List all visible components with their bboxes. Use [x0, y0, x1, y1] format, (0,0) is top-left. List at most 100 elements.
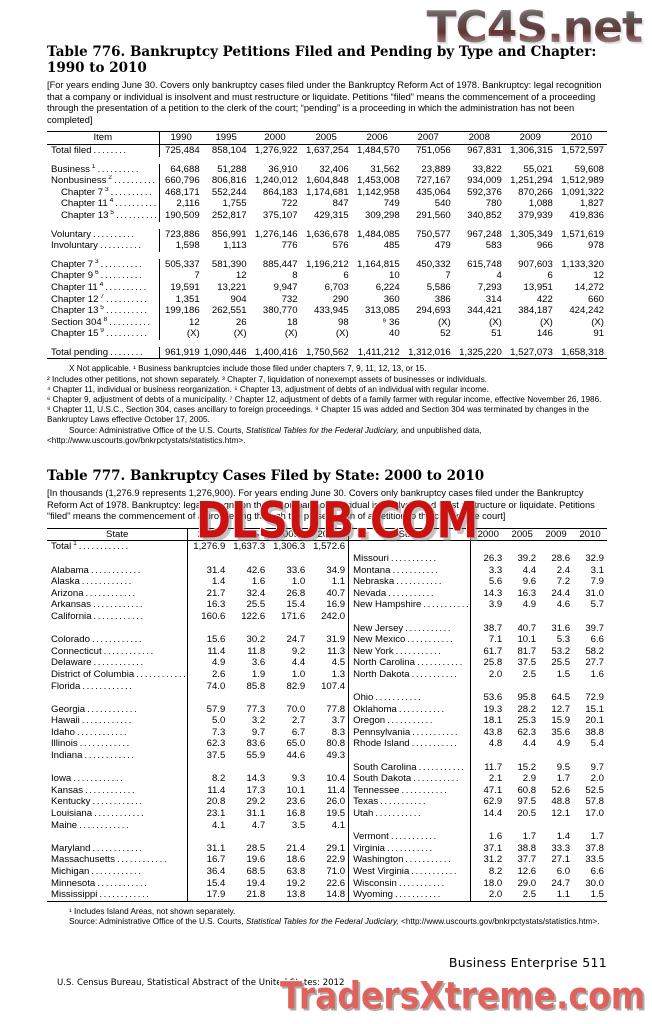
empty-cell	[348, 819, 471, 832]
dot-leader: ............	[81, 576, 133, 588]
row-label: Total filed........	[47, 144, 159, 156]
dot-leader: ............	[79, 738, 131, 750]
empty-cell	[308, 762, 348, 774]
table-777-footnotes: ¹ Includes Island Areas, not shown separ…	[47, 907, 607, 927]
table-777-block: Table 777. Bankruptcy Cases Filed by Sta…	[47, 468, 607, 927]
row-label: Chapter 7 3..........	[47, 259, 159, 271]
cell-value: 16.8	[286, 808, 306, 820]
cell-value: 309,298	[365, 209, 400, 221]
cell-value: 43.8	[470, 726, 506, 739]
row-label: Louisiana............	[47, 808, 188, 820]
cell-value: 31.1	[187, 842, 229, 855]
empty-cell	[268, 762, 308, 774]
row-label: New York...........	[348, 645, 471, 658]
table-bottom-rule	[47, 358, 607, 361]
cell-value: 978	[587, 240, 604, 252]
row-label: Involuntary..........	[47, 240, 159, 252]
row-label: Mississippi............	[47, 889, 188, 901]
column-header-right-2000: 2000	[470, 527, 506, 542]
cell-value: 32.9	[585, 552, 604, 564]
cell-value: 592,376	[467, 186, 502, 198]
dot-leader: ............	[90, 564, 143, 576]
cell-value: 16.3	[517, 587, 537, 599]
table-row: Georgia............ 57.9 77.3 70.0 77.8 Oklah…	[47, 703, 607, 716]
cell-value: 1,196,212	[305, 258, 349, 270]
row-label: South Carolina...........	[348, 761, 471, 774]
column-header-left-2000: 2000	[187, 527, 229, 542]
cell-value: 540	[434, 198, 451, 210]
column-header-2006: 2006	[351, 131, 403, 145]
dot-leader: ...........	[411, 866, 459, 877]
cell-value: 26.0	[326, 796, 346, 808]
cell-value: 722	[281, 198, 298, 210]
cell-value: 22.9	[326, 854, 346, 866]
cell-value: 1,658,318	[561, 346, 604, 358]
cell-value: 2,116	[158, 198, 203, 210]
table-row: New Jersey........... 38.7 40.7 31.6 39.7	[47, 622, 607, 635]
cell-value: 1.4	[556, 831, 571, 843]
cell-value: 751,056	[416, 144, 451, 156]
dot-leader: ..........	[109, 316, 152, 328]
row-label: Nebraska...........	[348, 576, 471, 588]
empty-cell	[505, 820, 539, 832]
footnote-1: X Not applicable. ¹ Business bankruptcie…	[69, 364, 427, 374]
cell-value: 8.2	[187, 773, 229, 785]
empty-cell	[308, 831, 348, 843]
dot-leader: ............	[94, 808, 146, 820]
row-label: Voluntary..........	[47, 229, 159, 241]
empty-cell	[470, 610, 506, 623]
row-label: Missouri...........	[348, 552, 471, 565]
table-row: Vermont........... 1.6 1.7 1.4 1.7	[47, 831, 607, 843]
table-row: Florida............ 74.0 85.8 82.9 107.4	[47, 680, 607, 693]
cell-value: 27.1	[551, 854, 571, 866]
row-label: Alabama............	[47, 565, 188, 577]
row-label: Business 1..........	[47, 164, 159, 176]
empty-cell	[348, 540, 471, 553]
cell-value: 6	[547, 270, 553, 282]
footnote-3: ⁴ Chapter 11, individual or business reo…	[47, 384, 489, 394]
dot-leader: ...........	[388, 587, 436, 599]
row-label: Kentucky............	[47, 796, 188, 808]
cell-value: 17.9	[187, 889, 229, 902]
empty-cell	[573, 681, 607, 693]
cell-value: 294,693	[416, 305, 451, 317]
cell-value: (X)	[489, 316, 502, 328]
column-header-left-2005: 2005	[228, 527, 269, 542]
cell-value: 29.0	[517, 877, 537, 889]
cell-value: 1,571,619	[561, 228, 604, 240]
row-label: Utah...........	[348, 808, 471, 820]
cell-value: 5.4	[590, 738, 604, 750]
cell-value: 160.6	[187, 610, 229, 623]
dot-leader: ............	[91, 634, 144, 646]
cell-value: 52.5	[585, 784, 604, 796]
cell-value: 35.6	[551, 726, 571, 738]
cell-value: 4.1	[331, 819, 346, 831]
cell-value: 468,171	[158, 186, 203, 199]
row-label: Idaho............	[47, 727, 188, 739]
cell-value: 750,577	[416, 228, 451, 240]
dot-leader: ...........	[411, 668, 459, 680]
empty-cell	[308, 692, 348, 704]
column-header-state-right: State	[348, 527, 471, 542]
dot-leader: ............	[97, 877, 149, 889]
cell-value: 9.7	[590, 761, 604, 773]
cell-value: 435,064	[416, 186, 451, 198]
cell-value: 1.6	[251, 576, 266, 588]
cell-value: 14,272	[574, 281, 604, 293]
cell-value: 60.8	[517, 784, 537, 796]
cell-value: 82.9	[286, 680, 306, 692]
spacer-row	[47, 157, 607, 164]
footnote-marker: 5	[108, 209, 114, 216]
cell-value: 1,276,922	[254, 144, 298, 156]
dot-leader: ............	[103, 645, 155, 657]
cell-value: 42.6	[246, 564, 266, 576]
empty-cell	[268, 831, 308, 843]
cell-value: 870,266	[518, 186, 553, 198]
dot-leader: ...........	[398, 877, 446, 889]
cell-value: 4.4	[522, 564, 537, 576]
table-row: Nonbusiness 2.......... 660,796 806,816 1,2…	[47, 175, 607, 187]
cell-value: (X)	[233, 328, 247, 340]
cell-value: 1,527,073	[510, 346, 553, 358]
table-row: District of Columbia............ 2.6 1.9 1.…	[47, 668, 607, 681]
cell-value: 64,688	[158, 163, 203, 176]
